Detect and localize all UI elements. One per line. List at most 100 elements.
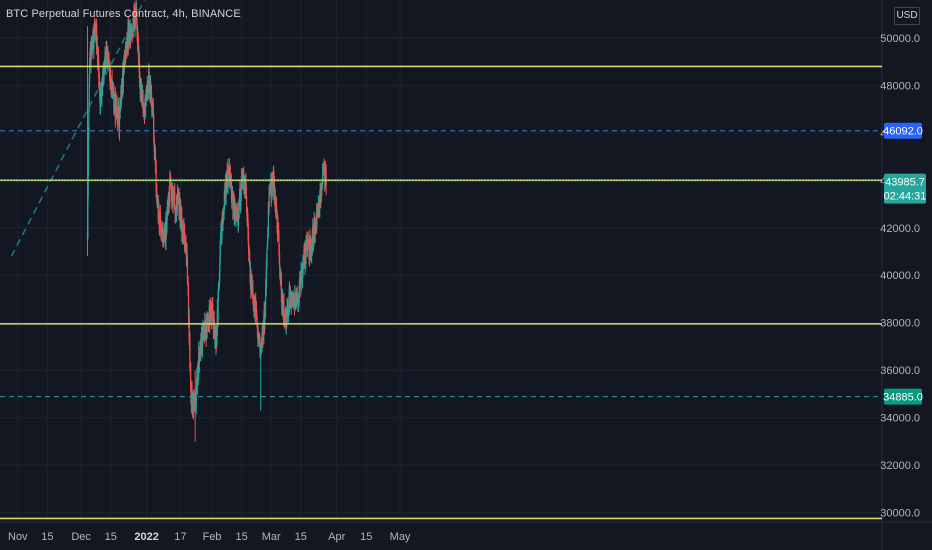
candle-body bbox=[270, 177, 273, 197]
y-tick-label: 42000.0 bbox=[880, 223, 920, 235]
candle-body bbox=[305, 244, 307, 258]
candle-body bbox=[113, 91, 115, 112]
candle-body bbox=[261, 331, 263, 347]
candle-body bbox=[87, 134, 90, 166]
candle-body bbox=[319, 194, 321, 209]
candle-body bbox=[94, 22, 96, 27]
candle-body bbox=[256, 318, 258, 327]
candle-body bbox=[283, 299, 285, 317]
candle-body bbox=[96, 24, 98, 46]
candle-body bbox=[105, 51, 107, 65]
candle-body bbox=[233, 198, 235, 218]
candle-body bbox=[280, 279, 283, 302]
candle-body bbox=[140, 87, 142, 96]
candle-body bbox=[88, 59, 91, 82]
candle-body bbox=[248, 243, 250, 253]
currency-button[interactable]: USD bbox=[894, 7, 920, 25]
price-badge-label: 34885.0 bbox=[883, 392, 923, 404]
candle-body bbox=[234, 212, 236, 218]
candle-body bbox=[258, 338, 260, 344]
candle-body bbox=[136, 9, 138, 23]
candle-body bbox=[119, 105, 121, 112]
candle-body bbox=[281, 294, 284, 309]
candle-body bbox=[223, 208, 225, 214]
candle-body bbox=[281, 301, 283, 309]
candle-body bbox=[148, 71, 150, 79]
candle-body bbox=[180, 213, 182, 224]
candle-body bbox=[187, 293, 190, 318]
candle-body bbox=[242, 177, 244, 182]
levels-layer bbox=[0, 65, 882, 520]
candle-body bbox=[134, 16, 136, 28]
candle-body bbox=[267, 236, 269, 246]
price-badge-label: 46092.0 bbox=[883, 126, 923, 138]
candle-body bbox=[152, 106, 154, 115]
candle-body bbox=[133, 10, 135, 22]
y-tick-label: 30000.0 bbox=[880, 508, 920, 520]
candle-body bbox=[294, 295, 296, 310]
candle-body bbox=[227, 167, 229, 183]
candle-body bbox=[321, 181, 323, 189]
candle-body bbox=[311, 231, 314, 253]
candle-body bbox=[99, 92, 102, 108]
candle-body bbox=[263, 315, 265, 337]
current-price-badge bbox=[884, 173, 926, 204]
candle-body bbox=[264, 287, 267, 309]
candle-body bbox=[230, 177, 233, 200]
candle-body bbox=[184, 233, 186, 249]
trendline bbox=[10, 0, 146, 257]
candle-body bbox=[186, 257, 189, 283]
candle-body bbox=[324, 167, 327, 181]
symbol-title: BTC Perpetual Futures Contract, 4h, BINA… bbox=[6, 8, 241, 20]
candle-body bbox=[122, 68, 124, 87]
candle-body bbox=[240, 186, 242, 196]
y-tick-label: 38000.0 bbox=[880, 318, 920, 330]
candle-body bbox=[176, 203, 178, 210]
candle-body bbox=[181, 215, 183, 233]
candle-body bbox=[267, 203, 270, 231]
candle-body bbox=[211, 303, 213, 319]
candle-body bbox=[245, 183, 247, 197]
candle-body bbox=[316, 212, 318, 226]
candle-body bbox=[166, 205, 168, 214]
x-tick-label: 17 bbox=[174, 531, 186, 543]
candle-body bbox=[308, 240, 310, 250]
candle-body bbox=[195, 391, 197, 406]
candle-body bbox=[279, 262, 281, 269]
candle-body bbox=[99, 87, 101, 101]
candle-body bbox=[220, 229, 222, 239]
x-tick-label: 15 bbox=[105, 531, 117, 543]
candle-body bbox=[196, 378, 198, 392]
y-tick-label: 36000.0 bbox=[880, 365, 920, 377]
time-axis[interactable]: Nov 15 Dec 15 2022 17 Feb 15 Mar 15 Apr 15 May bbox=[8, 531, 411, 543]
y-tick-label: 34000.0 bbox=[880, 413, 920, 425]
candle-body bbox=[219, 244, 221, 264]
candle-body bbox=[88, 107, 90, 135]
candle-body bbox=[200, 336, 203, 352]
candle-body bbox=[264, 311, 266, 325]
candle-body bbox=[268, 187, 270, 208]
candle-body bbox=[118, 107, 120, 119]
candle-body bbox=[168, 184, 171, 205]
candle-body bbox=[325, 170, 327, 186]
candle-body bbox=[287, 309, 289, 317]
candle-body bbox=[130, 31, 132, 40]
candle-body bbox=[166, 213, 168, 225]
y-tick-label: 50000.0 bbox=[880, 33, 920, 45]
x-tick-label: 15 bbox=[41, 531, 53, 543]
x-tick-label: Nov bbox=[8, 531, 28, 543]
candle-body bbox=[252, 287, 254, 295]
candle-body bbox=[104, 60, 106, 67]
candle-body bbox=[106, 54, 109, 59]
candle-body bbox=[153, 114, 155, 135]
candle-body bbox=[291, 295, 293, 299]
candle-body bbox=[94, 26, 97, 37]
candle-body bbox=[198, 355, 201, 365]
x-tick-label: 15 bbox=[360, 531, 372, 543]
candle-body bbox=[269, 184, 271, 192]
countdown-label: 02:44:31 bbox=[884, 191, 927, 203]
candle-body bbox=[103, 70, 105, 80]
x-tick-label: Dec bbox=[71, 531, 91, 543]
candle-body bbox=[190, 362, 192, 386]
